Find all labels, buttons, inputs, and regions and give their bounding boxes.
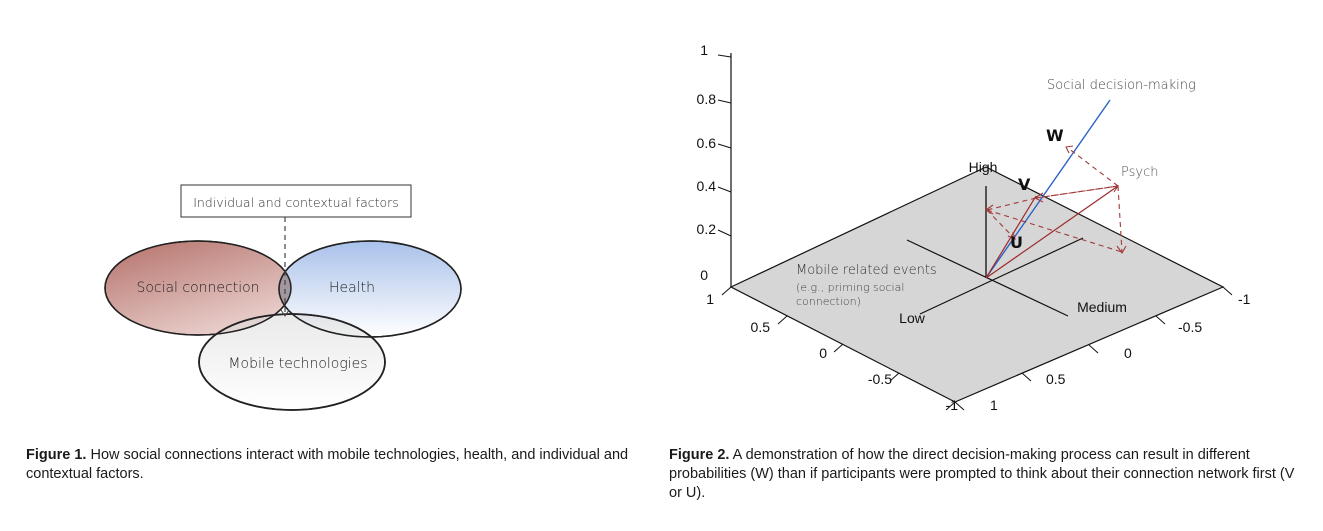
figure-2-caption-label: Figure 2. <box>669 447 730 463</box>
figure-1-caption-label: Figure 1. <box>26 447 87 463</box>
plane-label-line-3: connection) <box>796 295 861 308</box>
z-tick-1: 1 <box>700 42 708 58</box>
right-tick-0.5: 0.5 <box>1046 371 1066 387</box>
left-tick-0: 0 <box>819 345 827 361</box>
low-label: Low <box>899 310 926 326</box>
left-tick--0.5: -0.5 <box>868 371 892 387</box>
factors-box <box>180 184 412 218</box>
factors-box-label: Individual and contextual factors <box>193 195 399 210</box>
right-tick-1: 1 <box>990 397 998 413</box>
high-label: High <box>969 159 998 175</box>
medium-label: Medium <box>1077 299 1127 315</box>
z-axis-ticks <box>717 54 732 237</box>
right-tick--1: -1 <box>1238 291 1251 307</box>
social-decision-label: Social decision-making <box>1047 78 1196 93</box>
cross-axis-line <box>919 237 1084 315</box>
v-label: V <box>1018 175 1031 194</box>
connector-arrowhead <box>280 309 290 317</box>
z-tick-0: 0 <box>700 267 708 283</box>
plane-label-line-1: Mobile related events <box>796 263 937 278</box>
figure-1-caption: Figure 1. How social connections interac… <box>26 446 636 484</box>
left-axis-ticks <box>721 286 956 411</box>
psych-label: Psych <box>1121 165 1158 180</box>
low-medium-axis-line <box>906 239 1069 317</box>
psych-vector <box>985 185 1119 279</box>
figure-1-caption-text: How social connections interact with mob… <box>26 447 629 482</box>
right-axis-ticks <box>954 286 1233 411</box>
z-tick-0.8: 0.8 <box>697 91 717 107</box>
z-tick-0.2: 0.2 <box>697 221 717 237</box>
u-label: U <box>1010 233 1023 252</box>
figure-2-caption-text: A demonstration of how the direct decisi… <box>669 447 1295 501</box>
z-tick-0.4: 0.4 <box>697 178 717 194</box>
health-label: Health <box>329 280 375 296</box>
right-tick--0.5: -0.5 <box>1178 319 1202 335</box>
left-tick--1: -1 <box>946 397 959 413</box>
projection-arrowheads <box>984 145 1127 255</box>
social-connection-label: Social connection <box>136 280 259 296</box>
figure-2-caption: Figure 2. A demonstration of how the dir… <box>669 446 1299 503</box>
right-tick-0: 0 <box>1124 345 1132 361</box>
mobile-technologies-label: Mobile technologies <box>228 356 367 372</box>
z-tick-0.6: 0.6 <box>697 135 717 151</box>
projection-dashes <box>986 147 1123 253</box>
left-tick-0.5: 0.5 <box>751 319 771 335</box>
w-label: W <box>1046 126 1064 145</box>
social-decision-line <box>985 99 1111 279</box>
plane-label-line-2: (e.g., priming social <box>796 281 904 294</box>
left-tick-1: 1 <box>706 291 714 307</box>
